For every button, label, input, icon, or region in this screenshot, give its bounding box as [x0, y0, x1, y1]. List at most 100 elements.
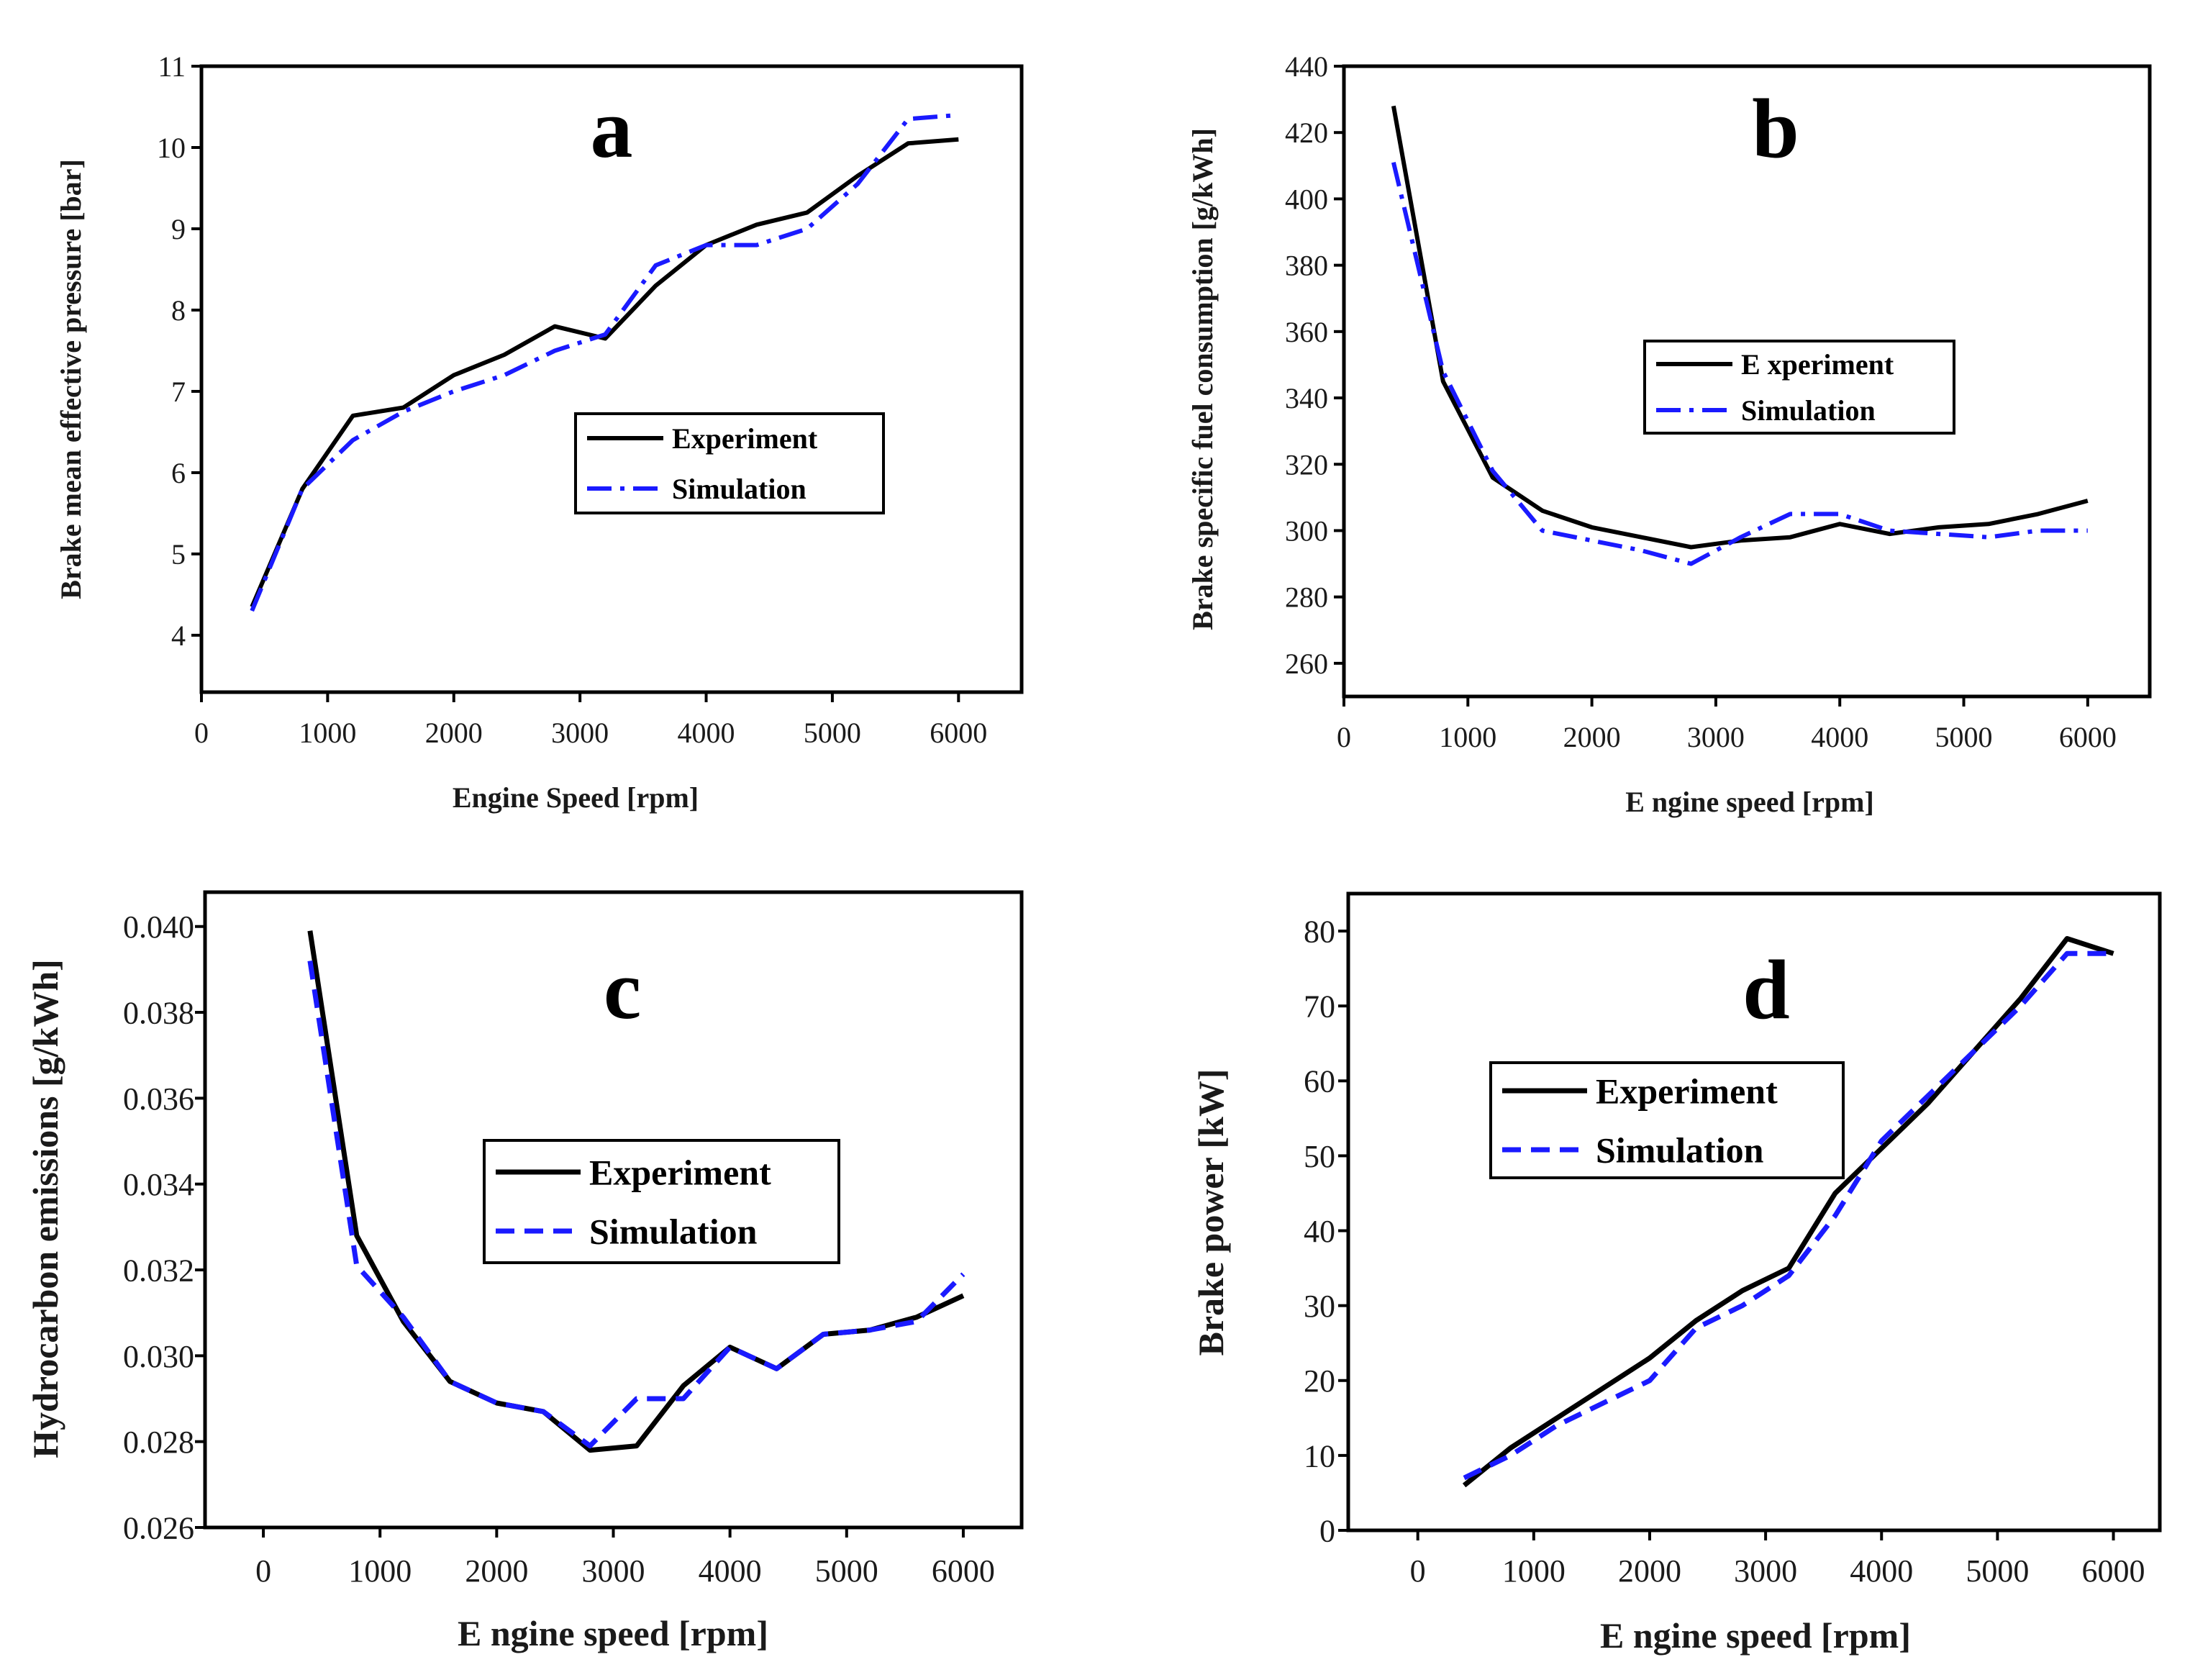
legend-box — [1643, 340, 1955, 435]
chart-panel-b: 0 1000 2000 3000 4000 5000 6000 260 280 300 320 340… — [1186, 50, 2152, 818]
legend-box — [483, 1139, 840, 1264]
y-tick-label: 11 — [158, 50, 186, 83]
series-simulation — [1391, 162, 2088, 566]
x-tick-label: 3000 — [1687, 721, 1745, 753]
panel-letter: d — [1743, 943, 1790, 1037]
panel-letter: c — [604, 943, 641, 1037]
y-tick-label: 380 — [1285, 250, 1328, 282]
y-tick-label: 20 — [1304, 1363, 1335, 1399]
legend: Experiment Simulation — [574, 412, 885, 514]
series-line — [307, 960, 965, 1449]
legend-entry: Simulation — [1596, 1130, 1764, 1171]
y-tick-label: 50 — [1304, 1139, 1335, 1174]
y-tick-label: 40 — [1304, 1214, 1335, 1249]
y-tick-label: 440 — [1285, 50, 1328, 83]
x-tick-label: 5000 — [804, 717, 861, 749]
series-line — [1391, 162, 2088, 566]
x-tick-label: 3000 — [582, 1553, 645, 1589]
legend-box — [1489, 1061, 1845, 1179]
y-tick-label: 320 — [1285, 448, 1328, 481]
x-tick-label: 4000 — [699, 1553, 762, 1589]
legend-box — [574, 412, 885, 514]
x-tick-label: 2000 — [1618, 1553, 1681, 1589]
y-tick-label: 60 — [1304, 1064, 1335, 1099]
chart-panel-a: 0 1000 2000 3000 4000 5000 6000 4 5 6 7 8 9 10 11 Engin… — [55, 50, 1024, 814]
x-axis-title: E ngine speed [rpm] — [1625, 786, 1874, 818]
x-tick-label: 5000 — [1935, 721, 1993, 753]
x-tick-label: 6000 — [2059, 721, 2117, 753]
chart-panel-c: 0 1000 2000 3000 4000 5000 6000 0.026 0.028 0.030… — [25, 890, 1024, 1653]
legend: E xperiment Simulation — [1643, 340, 1955, 435]
y-tick-label: 0.030 — [123, 1339, 194, 1374]
y-tick-label: 0.032 — [123, 1253, 194, 1288]
plot-frame — [1342, 64, 2152, 699]
plot-frame — [1346, 891, 2162, 1533]
series-experiment — [1462, 936, 2114, 1488]
x-tick-label: 2000 — [1563, 721, 1621, 753]
y-tick-label: 10 — [157, 132, 186, 164]
y-tick-label: 5 — [171, 538, 186, 571]
x-tick-label: 2000 — [465, 1553, 528, 1589]
y-axis-title: Brake mean effective pressure [bar] — [55, 159, 87, 599]
series-line — [250, 137, 959, 608]
series-line — [1463, 950, 2114, 1481]
y-tick-label: 70 — [1304, 989, 1335, 1025]
y-tick-label: 400 — [1285, 183, 1328, 215]
y-tick-label: 9 — [171, 213, 186, 245]
x-tick-label: 3000 — [1734, 1553, 1797, 1589]
panel-letter: a — [591, 81, 633, 176]
legend-entry: Simulation — [589, 1212, 758, 1252]
y-tick-label: 0.026 — [123, 1510, 194, 1545]
series-line — [1462, 936, 2114, 1488]
y-tick-label: 8 — [171, 294, 186, 327]
series-simulation — [250, 112, 959, 612]
y-tick-label: 30 — [1304, 1289, 1335, 1324]
x-tick-label: 4000 — [1850, 1553, 1913, 1589]
y-tick-label: 0.040 — [123, 909, 194, 945]
x-tick-label: 1000 — [299, 717, 356, 749]
x-tick-label: 0 — [255, 1553, 271, 1589]
y-tick-label: 80 — [1304, 914, 1335, 949]
legend-entry: Simulation — [1741, 394, 1876, 427]
legend-entry: Experiment — [672, 422, 818, 455]
x-tick-label: 3000 — [551, 717, 609, 749]
y-tick-label: 280 — [1285, 581, 1328, 614]
y-tick-label: 0.036 — [123, 1081, 194, 1117]
y-tick-label: 4 — [171, 619, 186, 652]
x-tick-label: 1000 — [1439, 721, 1496, 753]
x-tick-label: 1000 — [348, 1553, 412, 1589]
x-tick-label: 6000 — [930, 717, 987, 749]
x-tick-label: 0 — [1410, 1553, 1426, 1589]
x-tick-label: 6000 — [932, 1553, 995, 1589]
y-tick-label: 7 — [171, 376, 186, 408]
y-tick-label: 10 — [1304, 1438, 1335, 1474]
legend-entry: Simulation — [672, 473, 807, 505]
y-tick-label: 260 — [1285, 648, 1328, 680]
y-tick-label: 300 — [1285, 514, 1328, 547]
panel-letter: b — [1752, 81, 1799, 176]
x-axis-title: Engine Speed [rpm] — [453, 781, 699, 814]
x-tick-label: 4000 — [678, 717, 735, 749]
y-tick-label: 0.028 — [123, 1425, 194, 1460]
legend-entry: Experiment — [589, 1153, 771, 1193]
y-tick-label: 420 — [1285, 117, 1328, 149]
y-tick-label: 340 — [1285, 382, 1328, 414]
y-axis-title: Brake power [kW] — [1191, 1068, 1231, 1356]
series-experiment — [1391, 105, 2089, 550]
legend: Experiment Simulation — [1489, 1061, 1845, 1179]
x-tick-label: 6000 — [2082, 1553, 2145, 1589]
y-tick-label: 0.034 — [123, 1167, 194, 1202]
x-tick-label: 4000 — [1811, 721, 1868, 753]
legend-entry: E xperiment — [1741, 348, 1894, 381]
x-tick-label: 1000 — [1502, 1553, 1566, 1589]
x-tick-label: 5000 — [815, 1553, 878, 1589]
x-tick-label: 0 — [194, 717, 209, 749]
y-axis-title: Brake specific fuel consumption [g/kWh] — [1186, 128, 1219, 630]
x-tick-label: 2000 — [425, 717, 483, 749]
series-simulation — [1463, 950, 2114, 1481]
series-experiment — [250, 137, 959, 608]
x-axis-title: E ngine speed [rpm] — [458, 1613, 768, 1653]
y-tick-label: 0 — [1319, 1513, 1335, 1548]
